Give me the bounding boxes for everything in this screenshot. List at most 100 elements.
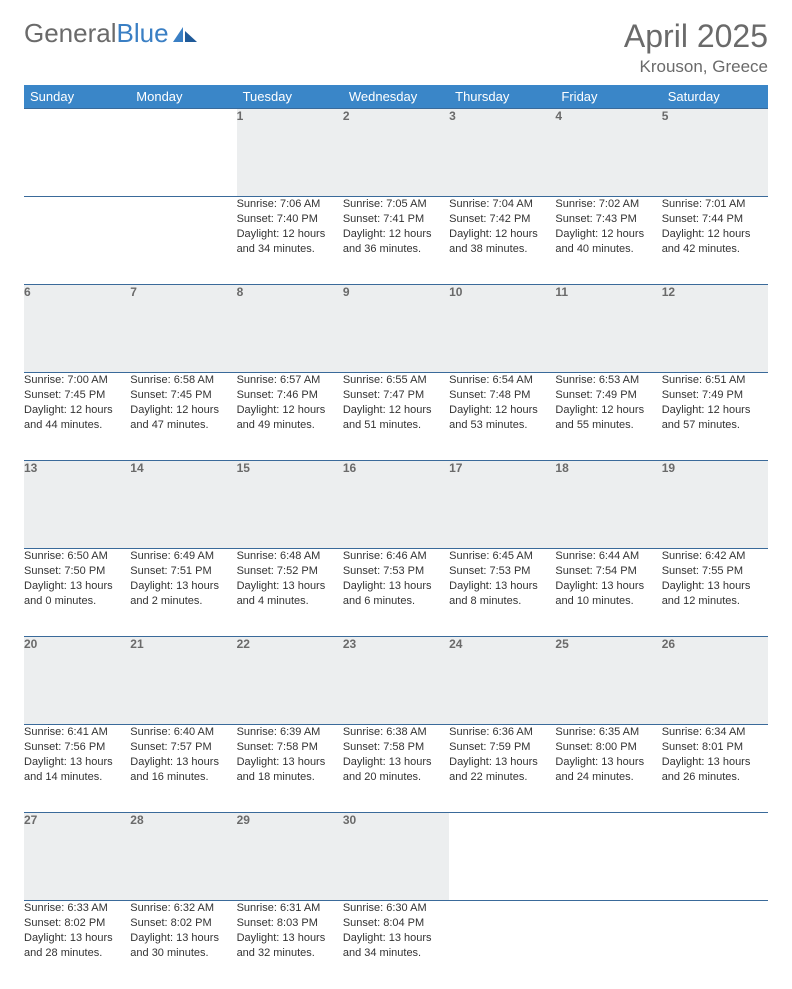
day-content-row: Sunrise: 6:41 AMSunset: 7:56 PMDaylight:… (24, 725, 768, 813)
day-content-cell (24, 197, 130, 285)
day-content-cell: Sunrise: 7:02 AMSunset: 7:43 PMDaylight:… (555, 197, 661, 285)
daylight-line: Daylight: 12 hours and 47 minutes. (130, 403, 236, 433)
daylight-line: Daylight: 12 hours and 57 minutes. (662, 403, 768, 433)
sunset-line: Sunset: 7:59 PM (449, 740, 555, 755)
daylight-line: Daylight: 13 hours and 8 minutes. (449, 579, 555, 609)
day-number-cell: 8 (237, 285, 343, 373)
day-content-cell: Sunrise: 6:48 AMSunset: 7:52 PMDaylight:… (237, 549, 343, 637)
sunrise-line: Sunrise: 6:58 AM (130, 373, 236, 388)
sunset-line: Sunset: 7:55 PM (662, 564, 768, 579)
page-header: GeneralBlue April 2025 Krouson, Greece (24, 18, 768, 77)
daylight-line: Daylight: 13 hours and 20 minutes. (343, 755, 449, 785)
weekday-header-row: Sunday Monday Tuesday Wednesday Thursday… (24, 85, 768, 109)
daylight-line: Daylight: 13 hours and 6 minutes. (343, 579, 449, 609)
sunrise-line: Sunrise: 6:32 AM (130, 901, 236, 916)
day-number-cell: 18 (555, 461, 661, 549)
month-title: April 2025 (624, 18, 768, 55)
day-content-cell: Sunrise: 6:33 AMSunset: 8:02 PMDaylight:… (24, 901, 130, 989)
sunrise-line: Sunrise: 6:38 AM (343, 725, 449, 740)
location: Krouson, Greece (624, 57, 768, 77)
day-number-cell (130, 109, 236, 197)
sunrise-line: Sunrise: 6:31 AM (237, 901, 343, 916)
day-content-cell: Sunrise: 6:41 AMSunset: 7:56 PMDaylight:… (24, 725, 130, 813)
daylight-line: Daylight: 13 hours and 26 minutes. (662, 755, 768, 785)
sunrise-line: Sunrise: 6:49 AM (130, 549, 236, 564)
sunrise-line: Sunrise: 6:41 AM (24, 725, 130, 740)
day-number-cell: 23 (343, 637, 449, 725)
sunrise-line: Sunrise: 6:54 AM (449, 373, 555, 388)
sunset-line: Sunset: 8:00 PM (555, 740, 661, 755)
sunset-line: Sunset: 7:48 PM (449, 388, 555, 403)
daylight-line: Daylight: 12 hours and 44 minutes. (24, 403, 130, 433)
sunset-line: Sunset: 8:03 PM (237, 916, 343, 931)
daylight-line: Daylight: 12 hours and 38 minutes. (449, 227, 555, 257)
sunset-line: Sunset: 8:02 PM (24, 916, 130, 931)
sunset-line: Sunset: 7:58 PM (237, 740, 343, 755)
weekday-header: Monday (130, 85, 236, 109)
sunset-line: Sunset: 7:50 PM (24, 564, 130, 579)
logo-sails-icon (171, 24, 199, 44)
daylight-line: Daylight: 12 hours and 42 minutes. (662, 227, 768, 257)
day-number-cell: 28 (130, 813, 236, 901)
day-content-cell: Sunrise: 6:36 AMSunset: 7:59 PMDaylight:… (449, 725, 555, 813)
weekday-header: Saturday (662, 85, 768, 109)
sunrise-line: Sunrise: 6:34 AM (662, 725, 768, 740)
logo: GeneralBlue (24, 18, 199, 49)
daylight-line: Daylight: 12 hours and 55 minutes. (555, 403, 661, 433)
daylight-line: Daylight: 13 hours and 24 minutes. (555, 755, 661, 785)
sunrise-line: Sunrise: 6:30 AM (343, 901, 449, 916)
daylight-line: Daylight: 13 hours and 14 minutes. (24, 755, 130, 785)
day-number-cell: 15 (237, 461, 343, 549)
day-content-cell: Sunrise: 6:34 AMSunset: 8:01 PMDaylight:… (662, 725, 768, 813)
day-content-row: Sunrise: 6:33 AMSunset: 8:02 PMDaylight:… (24, 901, 768, 989)
day-content-cell: Sunrise: 6:42 AMSunset: 7:55 PMDaylight:… (662, 549, 768, 637)
day-content-cell: Sunrise: 6:54 AMSunset: 7:48 PMDaylight:… (449, 373, 555, 461)
day-content-cell: Sunrise: 6:40 AMSunset: 7:57 PMDaylight:… (130, 725, 236, 813)
sunset-line: Sunset: 7:53 PM (449, 564, 555, 579)
day-number-cell: 13 (24, 461, 130, 549)
day-number-cell: 25 (555, 637, 661, 725)
sunset-line: Sunset: 7:41 PM (343, 212, 449, 227)
sunrise-line: Sunrise: 7:06 AM (237, 197, 343, 212)
day-number-cell: 30 (343, 813, 449, 901)
day-content-cell: Sunrise: 6:57 AMSunset: 7:46 PMDaylight:… (237, 373, 343, 461)
sunrise-line: Sunrise: 6:40 AM (130, 725, 236, 740)
day-number-cell: 1 (237, 109, 343, 197)
weekday-header: Sunday (24, 85, 130, 109)
day-content-cell: Sunrise: 6:32 AMSunset: 8:02 PMDaylight:… (130, 901, 236, 989)
sunrise-line: Sunrise: 7:01 AM (662, 197, 768, 212)
day-number-cell: 7 (130, 285, 236, 373)
sunset-line: Sunset: 7:43 PM (555, 212, 661, 227)
day-content-cell: Sunrise: 6:51 AMSunset: 7:49 PMDaylight:… (662, 373, 768, 461)
day-content-cell: Sunrise: 6:45 AMSunset: 7:53 PMDaylight:… (449, 549, 555, 637)
sunrise-line: Sunrise: 6:36 AM (449, 725, 555, 740)
sunrise-line: Sunrise: 6:39 AM (237, 725, 343, 740)
day-number-cell: 2 (343, 109, 449, 197)
day-number-cell: 17 (449, 461, 555, 549)
daylight-line: Daylight: 13 hours and 10 minutes. (555, 579, 661, 609)
day-content-cell: Sunrise: 6:30 AMSunset: 8:04 PMDaylight:… (343, 901, 449, 989)
sunrise-line: Sunrise: 6:48 AM (237, 549, 343, 564)
day-content-cell: Sunrise: 6:53 AMSunset: 7:49 PMDaylight:… (555, 373, 661, 461)
weekday-header: Thursday (449, 85, 555, 109)
day-number-cell: 16 (343, 461, 449, 549)
day-number-cell (555, 813, 661, 901)
day-number-cell: 22 (237, 637, 343, 725)
day-content-cell: Sunrise: 6:50 AMSunset: 7:50 PMDaylight:… (24, 549, 130, 637)
day-content-cell (449, 901, 555, 989)
day-number-cell: 6 (24, 285, 130, 373)
day-number-cell: 4 (555, 109, 661, 197)
sunset-line: Sunset: 7:49 PM (662, 388, 768, 403)
sunrise-line: Sunrise: 6:53 AM (555, 373, 661, 388)
day-number-cell: 20 (24, 637, 130, 725)
daylight-line: Daylight: 12 hours and 51 minutes. (343, 403, 449, 433)
day-number-cell: 12 (662, 285, 768, 373)
sunrise-line: Sunrise: 6:35 AM (555, 725, 661, 740)
sunset-line: Sunset: 8:01 PM (662, 740, 768, 755)
day-number-cell: 10 (449, 285, 555, 373)
sunrise-line: Sunrise: 6:50 AM (24, 549, 130, 564)
day-content-cell: Sunrise: 6:49 AMSunset: 7:51 PMDaylight:… (130, 549, 236, 637)
day-number-cell: 27 (24, 813, 130, 901)
sunset-line: Sunset: 7:44 PM (662, 212, 768, 227)
sunrise-line: Sunrise: 6:45 AM (449, 549, 555, 564)
